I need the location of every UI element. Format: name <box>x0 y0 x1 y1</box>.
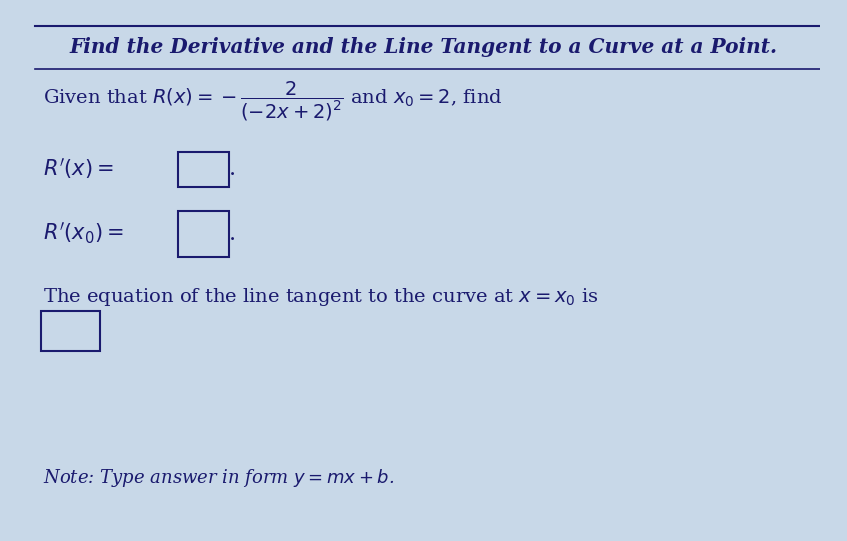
Text: The equation of the line tangent to the curve at $x = x_0$ is: The equation of the line tangent to the … <box>43 286 599 308</box>
Text: $R^{\prime}(x) =$: $R^{\prime}(x) =$ <box>43 156 113 181</box>
FancyBboxPatch shape <box>178 152 230 187</box>
Text: Find the Derivative and the Line Tangent to a Curve at a Point.: Find the Derivative and the Line Tangent… <box>69 37 778 57</box>
FancyBboxPatch shape <box>41 311 100 351</box>
Text: .: . <box>230 223 236 245</box>
Text: Given that $R(x) = -\dfrac{2}{(-2x+2)^2}$ and $x_0 = 2$, find: Given that $R(x) = -\dfrac{2}{(-2x+2)^2}… <box>43 79 502 123</box>
Text: $R^{\prime}(x_0) =$: $R^{\prime}(x_0) =$ <box>43 220 124 246</box>
Text: .: . <box>230 159 236 180</box>
Text: Note: Type answer in form $y = mx + b$.: Note: Type answer in form $y = mx + b$. <box>43 467 394 489</box>
FancyBboxPatch shape <box>178 212 230 257</box>
